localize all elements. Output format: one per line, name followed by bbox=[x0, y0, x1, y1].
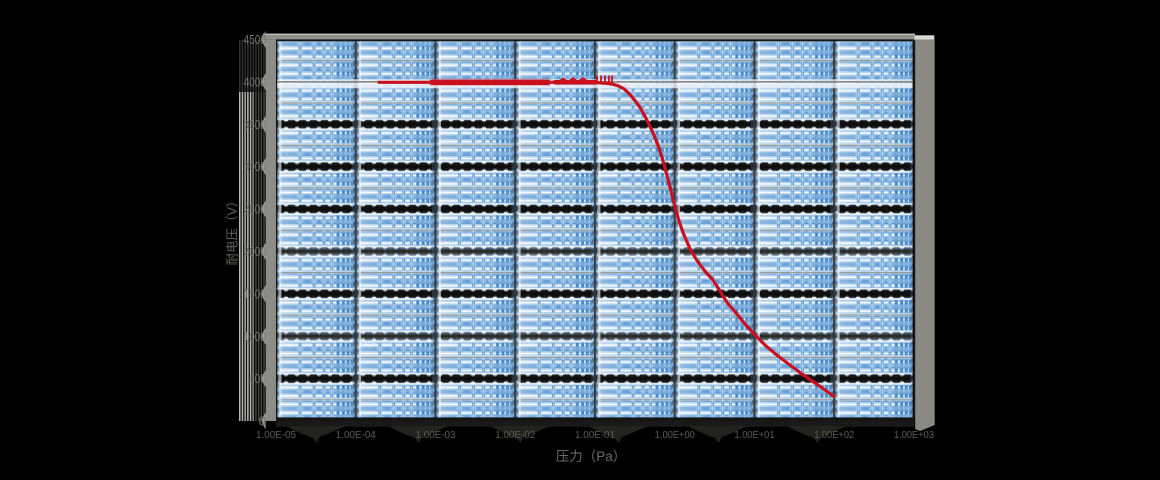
svg-text:压力（Pa）: 压力（Pa） bbox=[556, 449, 627, 464]
svg-text:4000: 4000 bbox=[244, 74, 267, 89]
svg-text:4500: 4500 bbox=[244, 32, 267, 47]
svg-text:1.00E+02: 1.00E+02 bbox=[814, 430, 854, 441]
svg-text:2500: 2500 bbox=[244, 202, 267, 217]
svg-text:1.00E-01: 1.00E-01 bbox=[575, 430, 615, 441]
svg-text:1.00E-02: 1.00E-02 bbox=[495, 430, 535, 441]
svg-text:500: 500 bbox=[249, 371, 266, 386]
svg-text:1.00E-05: 1.00E-05 bbox=[256, 430, 296, 441]
svg-text:1000: 1000 bbox=[244, 329, 267, 344]
svg-text:0: 0 bbox=[259, 414, 266, 429]
svg-text:1.00E+00: 1.00E+00 bbox=[655, 430, 695, 441]
svg-text:耐电压（V）: 耐电压（V） bbox=[226, 195, 240, 266]
svg-text:1.00E+01: 1.00E+01 bbox=[735, 430, 775, 441]
svg-text:3000: 3000 bbox=[244, 159, 267, 174]
svg-text:2000: 2000 bbox=[244, 244, 267, 259]
svg-text:1.00E-04: 1.00E-04 bbox=[336, 430, 376, 441]
svg-text:1500: 1500 bbox=[244, 286, 267, 301]
svg-text:1.00E+03: 1.00E+03 bbox=[894, 430, 934, 441]
svg-text:3500: 3500 bbox=[244, 117, 267, 132]
svg-text:1.00E-03: 1.00E-03 bbox=[416, 430, 456, 441]
